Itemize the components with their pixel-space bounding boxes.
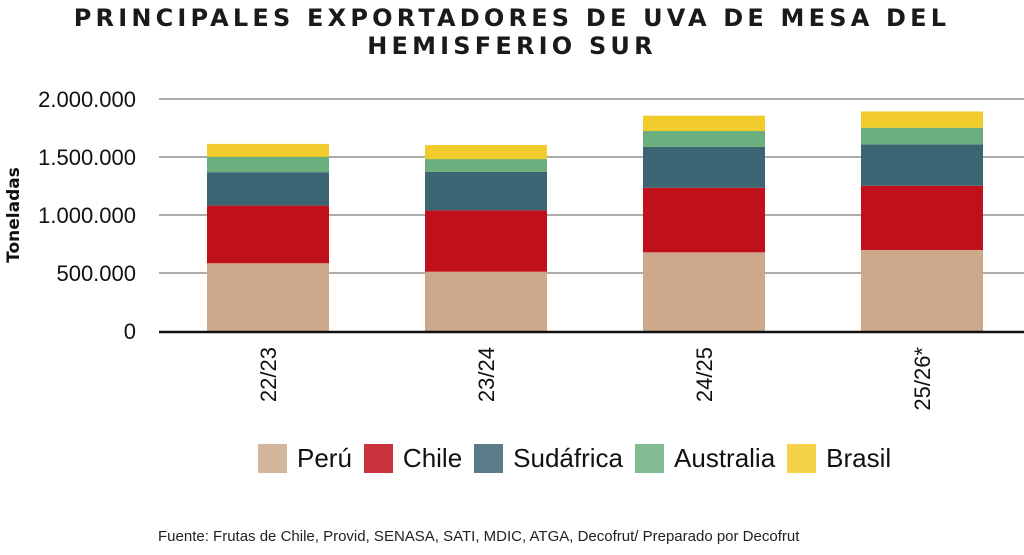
bar-segment-brasil (207, 143, 329, 157)
legend-item: Chile (363, 442, 463, 474)
bars (207, 111, 983, 331)
legend-label: Australia (674, 442, 776, 473)
bar-segment-australia (207, 156, 329, 173)
bar-stack (861, 111, 983, 331)
legend-swatch (787, 443, 817, 473)
bar-segment-peru (643, 252, 765, 331)
legend-label: Brasil (826, 442, 892, 473)
bar-segment-brasil (425, 145, 547, 160)
legend-item: Sudáfrica (474, 443, 623, 474)
source-note: Fuente: Frutas de Chile, Provid, SENASA,… (158, 528, 800, 545)
legend-label: Chile (402, 442, 463, 473)
bar-segment-sudafrica (207, 172, 329, 206)
y-tick-label: 500.000 (56, 261, 136, 286)
legend-item: Perú (258, 443, 352, 474)
legend-swatch (635, 443, 665, 473)
legend: Perú Chile Sudáfrica Australia Brasil (258, 442, 903, 474)
bar-stack (643, 115, 765, 331)
x-tick-label: 23/24 (474, 347, 499, 402)
bar-segment-chile (425, 210, 547, 272)
bar-segment-peru (861, 250, 983, 331)
chart-title-line-1: PRINCIPALES EXPORTADORES DE UVA DE MESA … (73, 4, 951, 32)
bar-segment-australia (861, 127, 983, 145)
bar-segment-chile (643, 187, 765, 253)
x-tick-label: 25/26* (910, 347, 935, 411)
legend-label: Perú (297, 442, 352, 473)
legend-item: Australia (635, 443, 775, 474)
bar-segment-brasil (643, 115, 765, 132)
bar-segment-chile (861, 185, 983, 251)
stacked-bar-chart: 0 500.000 1.000.000 1.500.000 2.000.000 22/2… (4, 87, 1024, 411)
y-axis-tick-labels: 0 500.000 1.000.000 1.500.000 2.000.000 (38, 87, 136, 344)
y-tick-label: 1.500.000 (38, 145, 136, 170)
bar-stack (207, 143, 329, 331)
y-tick-label: 1.000.000 (38, 203, 136, 228)
bar-segment-chile (207, 205, 329, 264)
y-axis-label: Toneladas (4, 167, 24, 263)
bar-segment-brasil (861, 111, 983, 128)
bar-stack (425, 145, 547, 331)
legend-label: Sudáfrica (513, 442, 624, 473)
x-tick-label: 22/23 (256, 347, 281, 402)
chart-title-line-2: HEMISFERIO SUR (367, 32, 657, 60)
bar-segment-peru (207, 263, 329, 331)
chart-title: PRINCIPALES EXPORTADORES DE UVA DE MESA … (0, 4, 1024, 60)
legend-swatch (258, 443, 287, 473)
bar-segment-peru (425, 271, 547, 331)
legend-item: Brasil (787, 443, 891, 474)
x-axis-tick-labels: 22/23 23/24 24/25 25/26* (256, 347, 935, 411)
bar-segment-sudafrica (643, 147, 765, 188)
x-tick-label: 24/25 (692, 347, 717, 402)
legend-swatch (474, 443, 504, 473)
bar-segment-sudafrica (861, 144, 983, 186)
y-tick-label: 0 (124, 319, 136, 344)
y-tick-label: 2.000.000 (38, 87, 136, 112)
bar-segment-sudafrica (425, 171, 547, 211)
bar-segment-australia (425, 159, 547, 172)
bar-segment-australia (643, 131, 765, 148)
legend-swatch (363, 443, 393, 473)
